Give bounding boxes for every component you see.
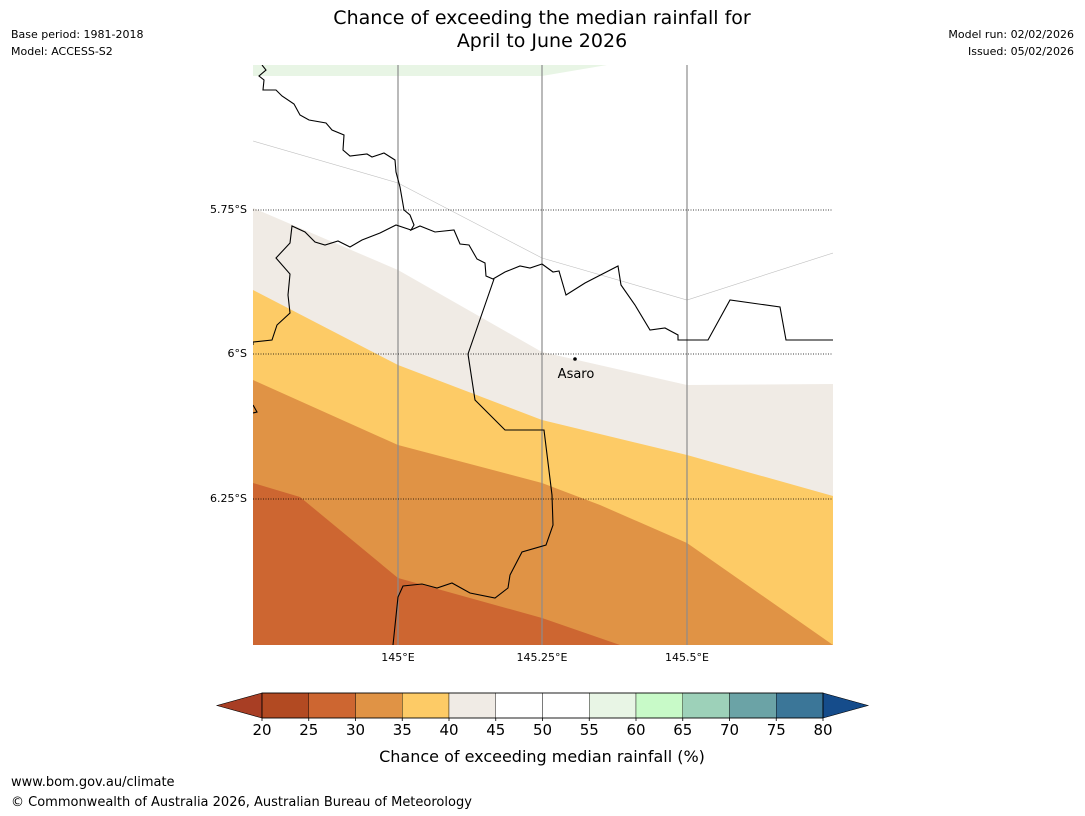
colorbar-tick-label: 45 [486,721,505,739]
band-55-60 [253,65,607,76]
colorbar-swatch [402,692,450,719]
lon-label: 145.25°E [517,651,568,664]
colorbar-extend-low [215,692,263,719]
colorbar-outline [261,692,824,719]
colorbar-swatch [776,692,824,719]
model-run: Model run: 02/02/2026 [948,28,1074,41]
lat-label: 6°S [228,347,247,360]
colorbar-swatch [589,692,637,719]
place-marker-asaro [573,357,577,361]
colorbar-tick-label: 35 [393,721,412,739]
colorbar-swatch [729,692,777,719]
colorbar-swatch [355,692,403,719]
colorbar-tick-label: 75 [767,721,786,739]
colorbar-tick-label: 55 [580,721,599,739]
colorbar-tick-label: 30 [346,721,365,739]
colorbar-swatch [542,692,590,719]
colorbar-swatch [308,692,356,719]
place-label-asaro: Asaro [558,367,595,382]
header-left: Base period: 1981-2018 Model: ACCESS-S2 [11,26,143,60]
colorbar-swatch [495,692,543,719]
province-boundary [258,65,543,280]
colorbar-label: Chance of exceeding median rainfall (%) [379,747,705,766]
colorbar-tick-label: 20 [252,721,271,739]
band-25-30 [253,483,620,645]
lat-label: 5.75°S [210,203,247,216]
colorbar-swatch [682,692,730,719]
colorbar-extend-high [822,692,870,719]
province-boundary [541,263,833,341]
province-boundary [392,278,554,645]
colorbar-tick-label: 50 [533,721,552,739]
map-area [253,65,833,645]
colorbar-tick-label: 25 [299,721,318,739]
colorbar-swatch [448,692,496,719]
colorbar-swatch [261,692,309,719]
colorbar-tick-label: 70 [720,721,739,739]
title-line-2: April to June 2026 [456,30,628,52]
map-title: Chance of exceeding the median rainfall … [242,7,842,53]
title-line-1: Chance of exceeding the median rainfall … [333,7,751,29]
footer-copyright: © Commonwealth of Australia 2026, Austra… [11,795,472,810]
colorbar-tick-label: 40 [439,721,458,739]
colorbar-tick-label: 65 [673,721,692,739]
colorbar-tick-label: 80 [813,721,832,739]
lon-label: 145.5°E [665,651,709,664]
colorbar-group: 20 25 30 35 40 45 50 55 60 65 70 75 80 [215,692,870,739]
footer-url: www.bom.gov.au/climate [11,775,175,790]
base-period: Base period: 1981-2018 [11,28,144,41]
province-boundary [253,404,258,414]
map: 5.75°S 6°S 6.25°S 145°E 145.25°E 145.5°E… [210,65,833,664]
issued-date: Issued: 05/02/2026 [967,45,1074,58]
lon-label: 145°E [381,651,414,664]
colorbar-tick-label: 60 [626,721,645,739]
model-name: Model: ACCESS-S2 [11,45,113,58]
lat-label: 6.25°S [210,492,247,505]
header-right: Model run: 02/02/2026 Issued: 05/02/2026 [948,26,1074,60]
province-boundary [253,224,412,345]
colorbar-swatch [635,692,683,719]
